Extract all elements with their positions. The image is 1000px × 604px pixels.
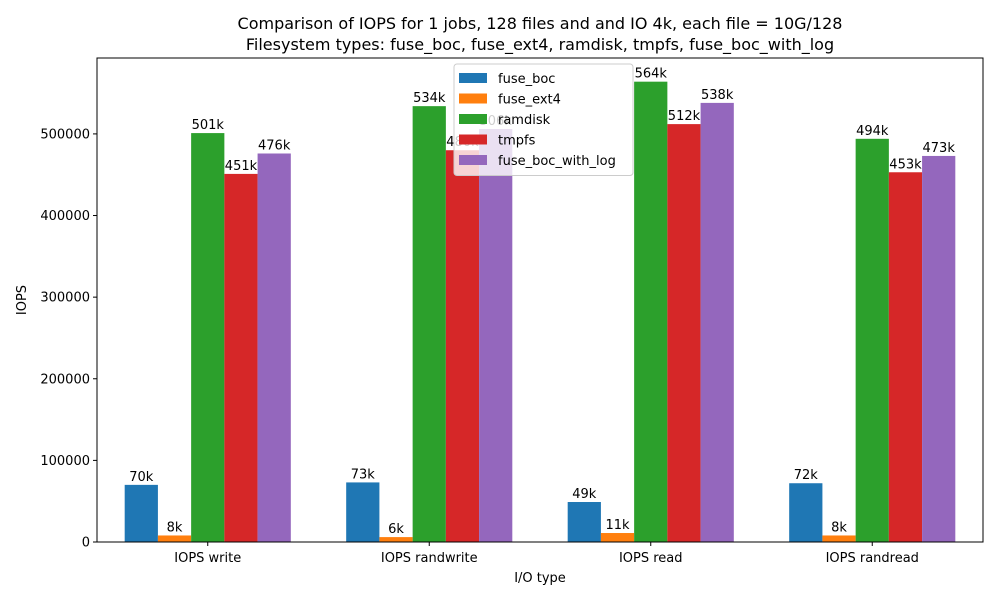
data-label-fuse_boc-3: 72k <box>794 468 819 483</box>
bar-fuse_ext4-1 <box>379 537 413 542</box>
bar-fuse_boc_with_log-2 <box>700 102 734 543</box>
bar-tmpfs-0 <box>224 173 258 543</box>
data-label-ramdisk-3: 494k <box>856 124 889 139</box>
legend-label-tmpfs: tmpfs <box>498 134 536 149</box>
legend-swatch-fuse_boc <box>459 73 487 83</box>
data-label-ramdisk-1: 534k <box>413 91 446 106</box>
data-label-fuse_boc_with_log-3: 473k <box>923 141 956 156</box>
y-tick-label-4: 400000 <box>40 209 90 224</box>
bar-fuse_boc-2 <box>567 502 601 542</box>
data-label-ramdisk-0: 501k <box>192 118 225 133</box>
bar-fuse_boc_with_log-0 <box>257 153 291 543</box>
data-label-tmpfs-2: 512k <box>668 109 701 124</box>
bar-fuse_boc_with_log-3 <box>922 155 956 542</box>
bar-fuse_boc-1 <box>346 482 380 542</box>
legend-label-fuse_ext4: fuse_ext4 <box>498 93 561 108</box>
bar-tmpfs-3 <box>888 172 923 542</box>
legend-box <box>453 63 634 176</box>
y-tick-label-5: 500000 <box>40 127 90 142</box>
y-tick-label-2: 200000 <box>40 372 90 387</box>
data-label-fuse_boc-0: 70k <box>129 470 154 485</box>
data-label-tmpfs-3: 453k <box>889 157 922 172</box>
data-label-tmpfs-0: 451k <box>225 159 258 174</box>
bar-fuse_boc-0 <box>124 484 158 542</box>
data-label-fuse_ext4-0: 8k <box>167 520 183 535</box>
data-label-fuse_boc_with_log-0: 476k <box>258 138 291 153</box>
y-tick-label-1: 100000 <box>40 454 90 469</box>
bar-fuse_ext4-3 <box>822 535 856 542</box>
bar-ramdisk-3 <box>855 138 889 542</box>
legend-swatch-fuse_ext4 <box>459 93 487 104</box>
x-axis-label: I/O type <box>514 571 566 586</box>
legend-swatch-fuse_boc_with_log <box>459 155 487 165</box>
legend-swatch-ramdisk <box>459 114 487 124</box>
y-tick-label-0: 0 <box>82 536 90 551</box>
data-label-ramdisk-2: 564k <box>635 67 668 82</box>
chart-title-line1: Comparison of IOPS for 1 jobs, 128 files… <box>238 14 843 33</box>
chart-title-line2: Filesystem types: fuse_boc, fuse_ext4, r… <box>246 35 834 55</box>
x-tick-label-0: IOPS write <box>174 551 241 566</box>
bar-tmpfs-1 <box>445 150 480 542</box>
x-tick-label-1: IOPS randwrite <box>381 551 478 566</box>
data-label-fuse_ext4-3: 8k <box>831 520 847 535</box>
bar-fuse_boc_with_log-1 <box>479 129 513 543</box>
y-axis-label: IOPS <box>15 285 30 315</box>
bar-tmpfs-2 <box>667 124 701 542</box>
legend-label-fuse_boc_with_log: fuse_boc_with_log <box>498 154 616 169</box>
data-label-fuse_boc-1: 73k <box>351 467 376 482</box>
plot-frame <box>96 57 984 543</box>
data-label-fuse_boc_with_log-2: 538k <box>701 88 734 103</box>
y-tick-label-3: 300000 <box>40 291 90 306</box>
legend-swatch-tmpfs <box>459 134 487 145</box>
data-label-fuse_ext4-2: 11k <box>605 518 630 533</box>
bar-fuse_ext4-0 <box>157 535 192 542</box>
bar-fuse_boc-3 <box>789 483 823 542</box>
x-tick-label-2: IOPS read <box>619 551 683 566</box>
legend-label-ramdisk: ramdisk <box>498 113 551 128</box>
data-label-fuse_ext4-1: 6k <box>388 522 404 537</box>
bar-fuse_ext4-2 <box>600 533 635 542</box>
x-tick-label-3: IOPS randread <box>826 551 919 566</box>
bar-ramdisk-0 <box>191 133 225 543</box>
bar-ramdisk-1 <box>412 106 446 542</box>
legend-label-fuse_boc: fuse_boc <box>498 72 555 87</box>
plot-area: 70k 73k 49k 72k 8k 6k 11k 8k 501k 534k 564k 494k 451… <box>40 57 984 566</box>
bar-ramdisk-2 <box>634 81 668 542</box>
data-label-fuse_boc-2: 49k <box>572 487 597 502</box>
